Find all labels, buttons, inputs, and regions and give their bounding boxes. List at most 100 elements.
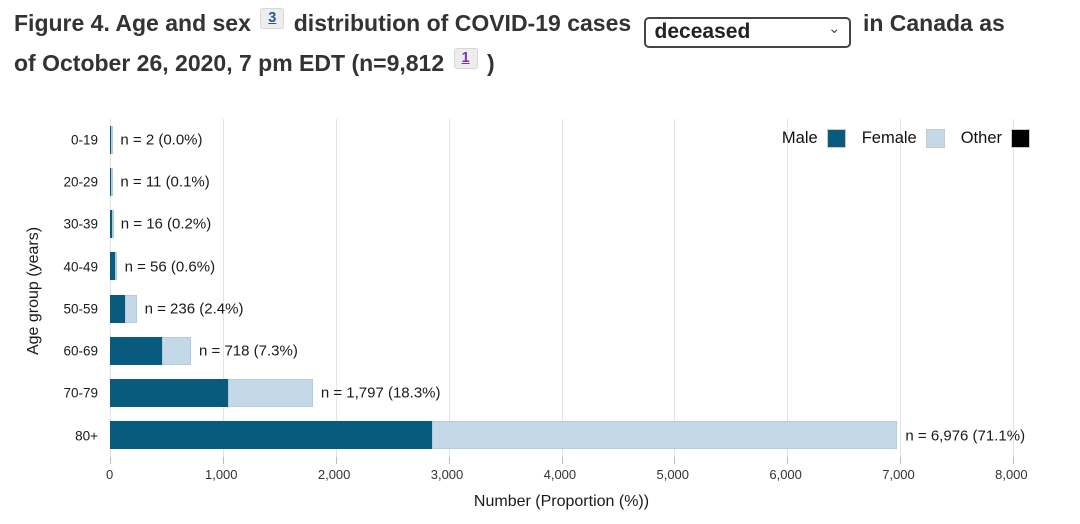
- bar-value-label: n = 2 (0.0%): [120, 131, 203, 149]
- legend-label: Male: [781, 128, 818, 147]
- footnote-ref-1-link[interactable]: 1: [461, 49, 470, 66]
- bar-segment-female: [227, 379, 313, 408]
- footnote-ref-1-button[interactable]: 1: [453, 47, 478, 69]
- bar-stack: [110, 294, 137, 323]
- bar-value-label: n = 16 (0.2%): [120, 215, 212, 233]
- gridline: [787, 118, 789, 457]
- x-axis: 0 1,000 2,000 3,000 4,000 5,000 6,000 7,000 8,00…: [106, 456, 1028, 489]
- bar-segment-male: [110, 379, 228, 408]
- y-axis-category-label: 80+: [75, 428, 98, 444]
- figure-title: Figure 4. Age and sex 3 distribution of …: [0, 0, 1080, 79]
- bar-stack: [110, 336, 192, 365]
- bar-segment-male: [110, 421, 432, 450]
- bar-stack: [110, 167, 114, 196]
- bar-value-label: n = 718 (7.3%): [199, 342, 298, 360]
- gridline: [1013, 118, 1014, 457]
- bar-segment-female: [111, 167, 114, 196]
- footnote-ref-3-button[interactable]: 3: [260, 8, 285, 29]
- bar-segment-female: [115, 252, 118, 281]
- title-text-5: ): [487, 49, 495, 76]
- axis-tick: [900, 456, 902, 464]
- y-axis-category-label: 20-29: [63, 174, 98, 190]
- axis-tick-label: 7,000: [882, 466, 915, 482]
- bar-segment-male: [110, 125, 112, 154]
- y-axis-title: Age group (years): [25, 226, 42, 355]
- bar-segment-female: [111, 125, 114, 154]
- axis-tick: [674, 456, 676, 464]
- gridline: [222, 118, 224, 457]
- axis-tick: [222, 456, 224, 464]
- bar-segment-male: [110, 167, 112, 196]
- axis-tick: [448, 456, 450, 464]
- bar-segment-female: [431, 421, 898, 450]
- x-axis-title: Number (Proportion (%)): [473, 492, 650, 510]
- legend-label: Other: [960, 128, 1002, 147]
- bar-stack: [110, 252, 118, 281]
- chart-row: 40-49 n = 56 (0.6%): [63, 245, 1013, 287]
- legend-swatch-female: [925, 128, 945, 148]
- legend-label: Female: [861, 128, 917, 147]
- legend-item-male: Male: [781, 128, 846, 148]
- gridline: [335, 118, 337, 457]
- bar-value-label: n = 1,797 (18.3%): [320, 384, 441, 402]
- legend-item-other: Other: [960, 128, 1030, 148]
- chart-row: 30-39 n = 16 (0.2%): [63, 203, 1013, 245]
- legend-swatch-male: [826, 128, 846, 148]
- legend-item-female: Female: [861, 128, 945, 148]
- axis-tick-label: 8,000: [995, 466, 1028, 482]
- footnote-ref-3-link[interactable]: 3: [268, 10, 277, 26]
- bar-stack: [110, 125, 114, 154]
- y-axis-category-label: 40-49: [63, 259, 98, 275]
- age-sex-distribution-chart: Age group (years) 0-19 n = 2 (0.0%) 20-29 n…: [0, 118, 1080, 519]
- bar-segment-male: [110, 210, 112, 239]
- bar-value-label: n = 6,976 (71.1%): [905, 427, 1026, 445]
- gridline: [561, 118, 563, 457]
- bar-stack: [110, 379, 313, 408]
- bar-segment-female: [161, 336, 192, 365]
- bar-stack: [110, 421, 898, 450]
- bar-segment-female: [111, 210, 114, 239]
- axis-tick: [110, 456, 111, 464]
- y-axis-category-label: 70-79: [63, 385, 98, 401]
- y-axis-category-label: 30-39: [63, 216, 98, 232]
- axis-tick: [561, 456, 563, 464]
- axis-tick: [1013, 456, 1014, 464]
- bar-segment-male: [110, 294, 125, 323]
- chart-row: 80+ n = 6,976 (71.1%): [75, 414, 1025, 456]
- chart-row: 50-59 n = 236 (2.4%): [63, 288, 1013, 330]
- plot-area: 0-19 n = 2 (0.0%) 20-29 n = 11 (0.1%) 30-39 n…: [63, 118, 1030, 457]
- bar-segment-male: [110, 336, 162, 365]
- chart-legend: Male Female Other: [781, 128, 1030, 148]
- chart-row: 20-29 n = 11 (0.1%): [63, 161, 1013, 203]
- y-axis-category-label: 60-69: [63, 343, 98, 359]
- gridline: [110, 118, 111, 457]
- bar-value-label: n = 236 (2.4%): [144, 300, 244, 318]
- axis-tick-label: 4,000: [543, 466, 577, 482]
- bar-segment-female: [124, 294, 137, 323]
- gridline: [674, 118, 676, 457]
- legend-swatch-other: [1011, 128, 1030, 148]
- bar-value-label: n = 11 (0.1%): [120, 173, 210, 191]
- chevron-down-icon: ⌄: [827, 20, 841, 38]
- gridline: [900, 118, 902, 457]
- bar-value-label: n = 56 (0.6%): [124, 258, 216, 276]
- title-text-4: of October 26, 2020, 7 pm EDT (n=9,812: [14, 49, 445, 76]
- case-type-select-value: deceased: [654, 20, 751, 43]
- axis-tick-label: 3,000: [430, 466, 464, 482]
- axis-tick-label: 5,000: [656, 466, 690, 482]
- axis-tick: [787, 456, 789, 464]
- axis-tick: [335, 456, 337, 464]
- y-axis-category-label: 50-59: [63, 301, 98, 317]
- axis-tick-label: 1,000: [204, 466, 238, 482]
- gridline: [448, 118, 450, 457]
- chart-row: 60-69 n = 718 (7.3%): [63, 330, 1013, 372]
- bar-stack: [110, 210, 114, 239]
- title-text-2: distribution of COVID-19 cases: [293, 10, 632, 36]
- case-type-select[interactable]: deceased ⌄: [643, 16, 851, 48]
- chart-row: 70-79 n = 1,797 (18.3%): [63, 372, 1013, 414]
- axis-tick-label: 6,000: [769, 466, 802, 482]
- title-text-3: in Canada as: [862, 10, 1005, 36]
- axis-tick-label: 0: [106, 466, 114, 482]
- y-axis-category-label: 0-19: [70, 132, 98, 148]
- chart-row: 0-19 n = 2 (0.0%): [71, 119, 1013, 161]
